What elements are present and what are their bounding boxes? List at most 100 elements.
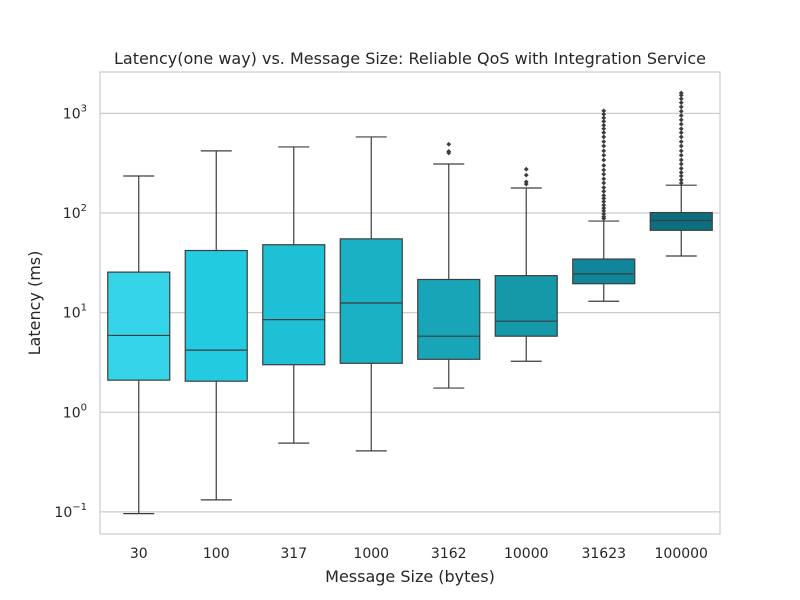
outlier-point <box>678 173 684 179</box>
iqr-box <box>494 275 558 337</box>
x-tick-label: 10000 <box>504 546 549 562</box>
box-10000 <box>494 166 558 362</box>
y-tick-exponent: 1 <box>81 303 87 314</box>
iqr-box <box>649 211 713 231</box>
box-31623 <box>572 108 636 302</box>
outlier-point <box>601 171 607 177</box>
y-tick-exponent: −1 <box>72 502 87 513</box>
box-3162 <box>417 141 481 389</box>
outlier-point <box>678 177 684 183</box>
outlier-point <box>601 176 607 182</box>
y-tick-base: 10 <box>63 206 81 222</box>
outlier-point <box>601 211 607 217</box>
outlier-point <box>601 167 607 173</box>
outlier-point <box>678 166 684 171</box>
y-tick-base: 10 <box>54 505 72 521</box>
outlier-point <box>601 208 607 214</box>
outlier-point <box>601 193 607 198</box>
outlier-point <box>601 180 607 186</box>
outlier-point <box>523 179 529 185</box>
y-tick-exponent: 0 <box>81 402 87 413</box>
outlier-point <box>601 148 607 154</box>
y-axis-label: Latency (ms) <box>25 251 44 356</box>
y-tick-exponent: 3 <box>81 103 87 114</box>
y-tick-label: 103 <box>63 103 87 122</box>
outlier-point <box>601 122 607 128</box>
y-tick-base: 10 <box>63 106 81 122</box>
outlier-point <box>678 100 684 106</box>
x-tick-label: 100 <box>203 546 230 562</box>
outlier-point <box>678 121 684 127</box>
outlier-point <box>523 166 529 172</box>
outlier-point <box>601 157 607 163</box>
outlier-point <box>601 139 607 145</box>
outlier-point <box>678 96 684 102</box>
outlier-point <box>678 104 684 110</box>
outlier-point <box>601 214 607 219</box>
box-317 <box>262 146 326 444</box>
outlier-point <box>678 152 684 158</box>
y-tick-base: 10 <box>63 306 81 322</box>
y-tick-label: 101 <box>63 303 87 322</box>
iqr-box <box>417 278 481 360</box>
x-tick-label: 31623 <box>581 546 626 562</box>
boxes-group <box>107 90 713 515</box>
outlier-point <box>601 119 607 124</box>
x-tick-label: 1000 <box>353 546 389 562</box>
outlier-point <box>601 126 607 132</box>
y-tick-base: 10 <box>63 405 81 421</box>
outlier-point <box>678 108 684 114</box>
outlier-point <box>678 139 684 145</box>
outlier-point <box>678 134 684 140</box>
outlier-point <box>601 196 607 201</box>
outlier-point <box>678 113 684 118</box>
outlier-point <box>601 143 607 149</box>
outlier-point <box>601 108 607 114</box>
outlier-point <box>601 115 607 121</box>
iqr-box <box>107 271 171 381</box>
y-tick-label: 100 <box>63 402 87 421</box>
iqr-box <box>262 244 326 366</box>
outlier-point <box>601 202 607 208</box>
y-tick-exponent: 2 <box>81 203 87 214</box>
outlier-point <box>678 117 684 123</box>
outlier-point <box>678 170 684 175</box>
outlier-point <box>601 163 607 168</box>
outlier-point <box>601 134 607 140</box>
outlier-point <box>601 185 607 190</box>
chart-title: Latency(one way) vs. Message Size: Relia… <box>114 49 706 68</box>
iqr-box <box>339 238 403 364</box>
x-axis-label: Message Size (bytes) <box>325 567 495 586</box>
x-tick-label: 3162 <box>431 546 467 562</box>
x-tick-label: 317 <box>280 546 307 562</box>
outlier-point <box>678 161 684 167</box>
iqr-box <box>572 258 636 285</box>
outlier-point <box>601 188 607 194</box>
plot-frame <box>99 71 721 535</box>
outlier-point <box>523 172 529 178</box>
outlier-point <box>678 126 684 132</box>
x-tick-labels: 30 100 317 1000 3162 10000 31623 100000 <box>130 546 708 562</box>
outlier-point <box>601 152 607 158</box>
box-30 <box>107 175 171 515</box>
outlier-point <box>678 148 684 154</box>
outlier-point <box>678 157 684 163</box>
box-1000 <box>339 136 403 452</box>
box-100000 <box>649 90 713 257</box>
iqr-box <box>184 249 248 382</box>
y-tick-label: 10−1 <box>54 502 87 521</box>
x-tick-label: 100000 <box>655 546 708 562</box>
outlier-point <box>601 199 607 205</box>
outlier-point <box>446 149 452 154</box>
outlier-point <box>678 143 684 149</box>
outlier-point <box>678 130 684 136</box>
outlier-point <box>678 180 684 186</box>
outlier-point <box>601 130 607 136</box>
outlier-point <box>601 111 607 117</box>
outlier-point <box>678 90 684 96</box>
y-tick-label: 102 <box>63 203 87 222</box>
box-100 <box>184 150 248 501</box>
outlier-point <box>446 141 452 147</box>
